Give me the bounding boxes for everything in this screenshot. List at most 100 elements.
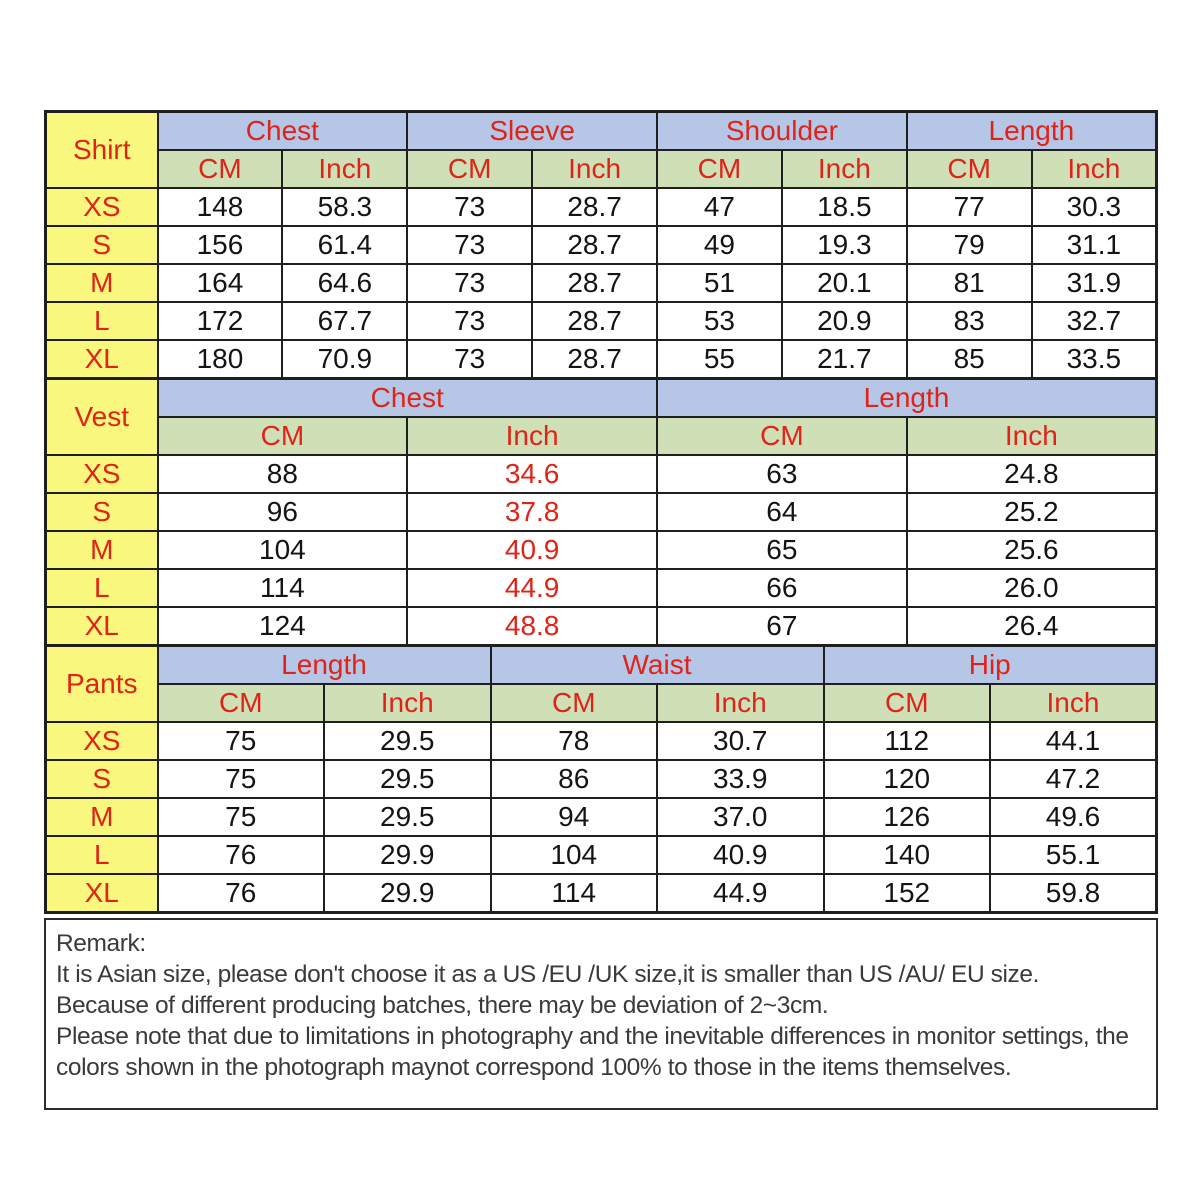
value-cell: 75 <box>156 797 325 837</box>
value-cell: 78 <box>489 721 658 761</box>
unit-header-inch: Inch <box>531 149 658 189</box>
size-cell: M <box>44 263 159 303</box>
group-header-sleeve: Sleeve <box>406 110 658 151</box>
table-row-shirt-xs: XS 148 58.3 73 28.7 47 18.5 77 30.3 <box>44 187 1158 227</box>
size-table-shirt: Shirt Chest Sleeve Shoulder Length CM Inch CM In… <box>44 110 1158 380</box>
section-label-shirt: Shirt <box>44 110 159 189</box>
group-header-length: Length <box>156 644 492 685</box>
value-cell: 34.6 <box>406 454 658 494</box>
value-cell: 152 <box>822 873 991 914</box>
value-cell: 25.6 <box>905 530 1158 570</box>
value-cell: 32.7 <box>1030 301 1158 341</box>
value-cell: 29.5 <box>323 797 492 837</box>
value-cell: 44.9 <box>656 873 825 914</box>
value-cell: 33.9 <box>656 759 825 799</box>
size-cell: L <box>44 835 159 875</box>
unit-header-inch: Inch <box>656 683 825 723</box>
value-cell: 58.3 <box>281 187 409 227</box>
value-cell: 79 <box>905 225 1033 265</box>
value-cell: 47.2 <box>989 759 1158 799</box>
value-cell: 30.3 <box>1030 187 1158 227</box>
size-cell: XS <box>44 721 159 761</box>
unit-header-cm: CM <box>489 683 658 723</box>
table-row-pants-l: L 76 29.9 104 40.9 140 55.1 <box>44 835 1158 875</box>
size-cell: S <box>44 225 159 265</box>
section-label-vest: Vest <box>44 377 159 456</box>
value-cell: 114 <box>489 873 658 914</box>
size-cell: S <box>44 759 159 799</box>
value-cell: 59.8 <box>989 873 1158 914</box>
value-cell: 63 <box>656 454 908 494</box>
value-cell: 65 <box>656 530 908 570</box>
value-cell: 70.9 <box>281 339 409 380</box>
value-cell: 44.1 <box>989 721 1158 761</box>
value-cell: 76 <box>156 873 325 914</box>
value-cell: 67.7 <box>281 301 409 341</box>
value-cell: 140 <box>822 835 991 875</box>
group-header-length: Length <box>905 110 1158 151</box>
remark-line-asian-size: It is Asian size, please don't choose it… <box>56 961 1040 988</box>
value-cell: 148 <box>156 187 284 227</box>
value-cell: 75 <box>156 721 325 761</box>
size-tables: Shirt Chest Sleeve Shoulder Length CM Inch CM In… <box>44 110 1158 914</box>
value-cell: 73 <box>406 225 534 265</box>
value-cell: 37.8 <box>406 492 658 532</box>
value-cell: 49 <box>656 225 783 265</box>
value-cell: 26.0 <box>905 568 1158 608</box>
value-cell: 29.9 <box>323 835 492 875</box>
value-cell: 96 <box>156 492 409 532</box>
group-header-row: Vest Chest Length <box>44 377 1158 456</box>
value-cell: 94 <box>489 797 658 837</box>
remark-line-deviation: Because of different producing batches, … <box>56 992 829 1019</box>
value-cell: 88 <box>156 454 409 494</box>
value-cell: 73 <box>406 263 534 303</box>
table-row-shirt-xl: XL 180 70.9 73 28.7 55 21.7 85 33.5 <box>44 339 1158 380</box>
value-cell: 73 <box>406 339 534 380</box>
table-row-vest-l: L 114 44.9 66 26.0 <box>44 568 1158 608</box>
table-row-shirt-l: L 172 67.7 73 28.7 53 20.9 83 32.7 <box>44 301 1158 341</box>
group-header-row: Pants Length Waist Hip <box>44 644 1158 723</box>
size-cell: M <box>44 530 159 570</box>
size-cell: XL <box>44 339 159 380</box>
value-cell: 86 <box>489 759 658 799</box>
size-chart: Shirt Chest Sleeve Shoulder Length CM Inch CM In… <box>44 110 1158 1110</box>
unit-header-cm: CM <box>905 149 1033 189</box>
value-cell: 31.9 <box>1030 263 1158 303</box>
unit-header-inch: Inch <box>281 149 409 189</box>
value-cell: 85 <box>905 339 1033 380</box>
group-header-chest: Chest <box>156 377 658 418</box>
table-row-vest-m: M 104 40.9 65 25.6 <box>44 530 1158 570</box>
group-header-shoulder: Shoulder <box>656 110 908 151</box>
unit-header-cm: CM <box>822 683 991 723</box>
value-cell: 172 <box>156 301 284 341</box>
table-row-vest-xs: XS 88 34.6 63 24.8 <box>44 454 1158 494</box>
unit-header-cm: CM <box>156 683 325 723</box>
unit-header-cm: CM <box>156 149 284 189</box>
value-cell: 24.8 <box>905 454 1158 494</box>
value-cell: 31.1 <box>1030 225 1158 265</box>
group-header-waist: Waist <box>489 644 825 685</box>
value-cell: 28.7 <box>531 187 658 227</box>
unit-header-row: CM Inch CM Inch CM Inch <box>46 683 1158 723</box>
value-cell: 48.8 <box>406 606 658 647</box>
remark-title: Remark: <box>56 930 146 957</box>
value-cell: 53 <box>656 301 783 341</box>
value-cell: 21.7 <box>780 339 908 380</box>
value-cell: 61.4 <box>281 225 409 265</box>
unit-header-inch: Inch <box>905 416 1158 456</box>
size-cell: M <box>44 797 159 837</box>
remark-box: Remark: It is Asian size, please don't c… <box>44 918 1158 1110</box>
value-cell: 73 <box>406 301 534 341</box>
value-cell: 18.5 <box>780 187 908 227</box>
value-cell: 64.6 <box>281 263 409 303</box>
value-cell: 83 <box>905 301 1033 341</box>
value-cell: 67 <box>656 606 908 647</box>
unit-header-row: CM Inch CM Inch CM Inch CM Inch <box>46 149 1158 189</box>
table-row-vest-s: S 96 37.8 64 25.2 <box>44 492 1158 532</box>
value-cell: 20.1 <box>780 263 908 303</box>
table-row-pants-xs: XS 75 29.5 78 30.7 112 44.1 <box>44 721 1158 761</box>
value-cell: 19.3 <box>780 225 908 265</box>
size-cell: L <box>44 568 159 608</box>
value-cell: 55.1 <box>989 835 1158 875</box>
unit-header-inch: Inch <box>780 149 908 189</box>
